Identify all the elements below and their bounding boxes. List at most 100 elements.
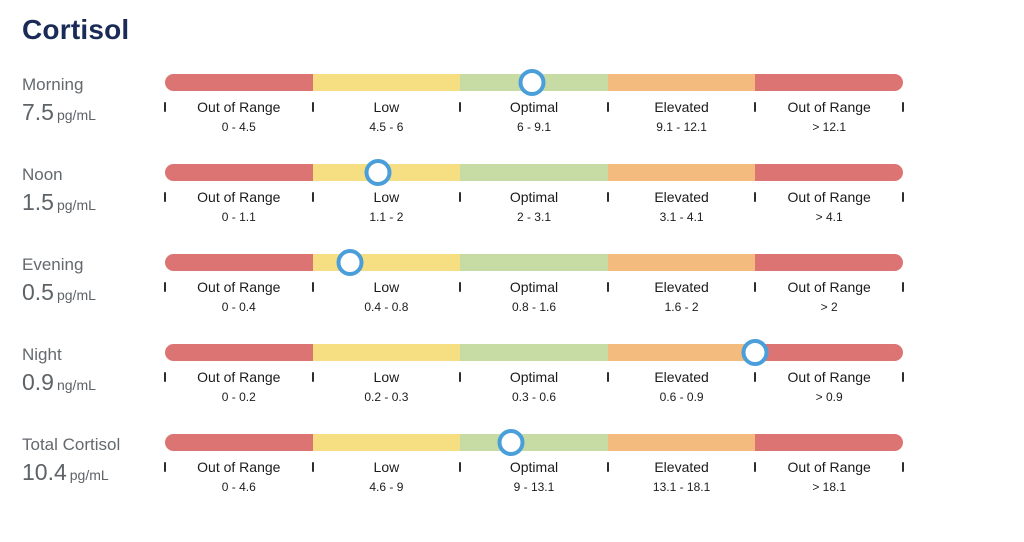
zone-range: 0 - 0.2 (221, 390, 256, 404)
zone-label-cell: Out of Range 0 - 4.6 (165, 459, 313, 494)
zone-labels: Out of Range 0 - 0.4 Low 0.4 - 0.8 Optimal 0.… (164, 279, 904, 314)
zone-name: Elevated (654, 279, 709, 295)
measurement-label: Evening 0.5 pg/mL (22, 254, 165, 306)
zone-segment-out_of_range (755, 344, 903, 361)
range-gauge: Out of Range 0 - 0.4 Low 0.4 - 0.8 Optimal 0.… (164, 249, 904, 314)
boundary-tick-icon (754, 462, 757, 472)
boundary-tick-icon (754, 102, 757, 112)
boundary-tick-icon (164, 282, 166, 292)
zone-label-cell: Out of Range > 0.9 (755, 369, 903, 404)
boundary-tick-icon (459, 102, 462, 112)
zone-label-cell: Elevated 3.1 - 4.1 (608, 189, 756, 224)
boundary-tick-icon (902, 372, 904, 382)
value-marker-icon (741, 339, 769, 366)
measurement-label: Night 0.9 ng/mL (22, 344, 165, 396)
measurement-row-night: Night 0.9 ng/mL Out of Range 0 - 0.2 Low 0.2… (22, 339, 1024, 404)
measurement-unit: pg/mL (56, 197, 96, 213)
measurement-value: 10.4 (22, 459, 67, 485)
measurement-unit: pg/mL (69, 467, 109, 483)
boundary-tick-icon (754, 192, 757, 202)
zone-segment-optimal (460, 254, 608, 271)
range-bar (165, 164, 903, 181)
zone-label-cell: Out of Range 0 - 0.2 (165, 369, 313, 404)
measurement-label: Noon 1.5 pg/mL (22, 164, 165, 216)
zone-label-cell: Low 1.1 - 2 (313, 189, 461, 224)
zone-segment-low (312, 434, 461, 451)
boundary-tick-icon (164, 192, 166, 202)
zone-range: 0 - 0.4 (221, 300, 256, 314)
boundary-tick-icon (459, 282, 462, 292)
zone-label-cell: Low 4.6 - 9 (313, 459, 461, 494)
zone-range: 6 - 9.1 (516, 120, 551, 134)
boundary-tick-icon (311, 282, 314, 292)
measurement-value: 0.9 (22, 369, 54, 395)
boundary-tick-icon (606, 102, 609, 112)
value-marker-icon (518, 69, 546, 96)
zone-label-cell: Optimal 6 - 9.1 (460, 99, 608, 134)
zone-name: Elevated (654, 459, 709, 475)
zone-range: > 2 (820, 300, 838, 314)
zone-name: Optimal (509, 369, 559, 385)
zone-label-cell: Out of Range 0 - 0.4 (165, 279, 313, 314)
page-title: Cortisol (22, 14, 130, 45)
zone-name: Optimal (509, 189, 559, 205)
zone-label-cell: Low 4.5 - 6 (313, 99, 461, 134)
boundary-tick-icon (311, 102, 314, 112)
zone-range: > 4.1 (815, 210, 843, 224)
zone-segment-out_of_range (755, 164, 903, 181)
measurement-period: Noon (22, 165, 63, 184)
range-gauge: Out of Range 0 - 1.1 Low 1.1 - 2 Optimal 2 - … (164, 159, 904, 224)
zone-segment-out_of_range (165, 344, 313, 361)
zone-name: Out of Range (197, 189, 281, 205)
zone-name: Optimal (509, 279, 559, 295)
value-marker-icon (336, 249, 363, 276)
zone-range: 0 - 1.1 (221, 210, 256, 224)
boundary-tick-icon (164, 462, 166, 472)
zone-range: 1.6 - 2 (664, 300, 699, 314)
zone-label-cell: Out of Range > 18.1 (755, 459, 903, 494)
zone-range: 13.1 - 18.1 (652, 480, 711, 494)
boundary-tick-icon (459, 462, 462, 472)
boundary-tick-icon (459, 192, 462, 202)
zone-labels: Out of Range 0 - 4.5 Low 4.5 - 6 Optimal 6 - … (164, 99, 904, 134)
zone-name: Low (373, 459, 400, 475)
zone-segment-out_of_range (755, 74, 903, 91)
range-gauge: Out of Range 0 - 0.2 Low 0.2 - 0.3 Optimal 0.… (164, 339, 904, 404)
zone-range: > 12.1 (812, 120, 847, 134)
zone-range: 0.6 - 0.9 (659, 390, 704, 404)
zone-segment-low (312, 254, 461, 271)
range-bar (165, 254, 903, 271)
zone-label-cell: Out of Range 0 - 1.1 (165, 189, 313, 224)
measurement-value-line: 0.9 ng/mL (22, 369, 165, 396)
boundary-tick-icon (311, 192, 314, 202)
measurement-period: Morning (22, 75, 84, 94)
zone-label-cell: Out of Range 0 - 4.5 (165, 99, 313, 134)
boundary-tick-icon (164, 372, 166, 382)
boundary-tick-icon (606, 282, 609, 292)
zone-labels: Out of Range 0 - 4.6 Low 4.6 - 9 Optimal 9 - … (164, 459, 904, 494)
boundary-tick-icon (902, 102, 904, 112)
zone-name: Elevated (654, 369, 709, 385)
boundary-tick-icon (902, 192, 904, 202)
measurement-unit: ng/mL (56, 377, 96, 393)
zone-segment-elevated (607, 434, 756, 451)
measurement-value: 0.5 (22, 279, 54, 305)
measurement-unit: pg/mL (56, 107, 96, 123)
zone-name: Out of Range (197, 279, 281, 295)
zone-label-cell: Elevated 9.1 - 12.1 (608, 99, 756, 134)
zone-range: 0.8 - 1.6 (511, 300, 556, 314)
zone-segment-out_of_range (165, 74, 313, 91)
zone-range: 0 - 4.6 (221, 480, 256, 494)
boundary-tick-icon (754, 372, 757, 382)
measurement-row-total-cortisol: Total Cortisol 10.4 pg/mL Out of Range 0 -… (22, 429, 1024, 494)
range-gauge: Out of Range 0 - 4.5 Low 4.5 - 6 Optimal 6 - … (164, 69, 904, 134)
zone-range: > 0.9 (815, 390, 843, 404)
zone-segment-optimal (460, 164, 608, 181)
zone-name: Low (373, 279, 400, 295)
measurement-period: Evening (22, 255, 84, 274)
zone-segment-out_of_range (755, 434, 903, 451)
zone-label-cell: Optimal 2 - 3.1 (460, 189, 608, 224)
zone-label-cell: Optimal 0.3 - 0.6 (460, 369, 608, 404)
zone-name: Low (373, 189, 400, 205)
zone-segment-out_of_range (165, 434, 313, 451)
